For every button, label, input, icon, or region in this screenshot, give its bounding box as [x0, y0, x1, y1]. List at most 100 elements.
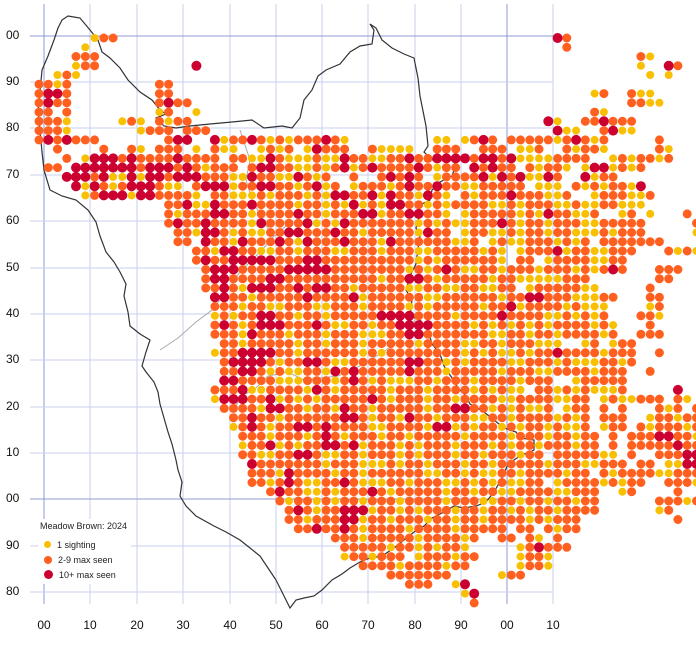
sighting-dot	[340, 348, 350, 358]
sighting-dot	[451, 580, 460, 589]
sighting-dot	[219, 172, 229, 182]
legend-label: 10+ max seen	[59, 569, 116, 580]
sighting-dot	[256, 366, 266, 376]
sighting-dot	[210, 190, 220, 200]
sighting-dot	[498, 348, 506, 357]
sighting-dot	[191, 246, 201, 256]
sighting-dot	[543, 329, 553, 339]
sighting-dot	[432, 311, 442, 321]
sighting-dot	[691, 459, 696, 469]
sighting-dot	[553, 431, 563, 441]
sighting-dot	[469, 218, 479, 228]
sighting-dot	[321, 320, 331, 330]
sighting-dot	[219, 181, 230, 192]
sighting-dot	[479, 515, 488, 524]
sighting-dot	[572, 358, 581, 367]
sighting-dot	[423, 209, 433, 219]
sighting-dot	[396, 413, 405, 422]
sighting-dot	[339, 477, 350, 488]
sighting-dot	[368, 154, 377, 163]
sighting-dot	[441, 329, 451, 339]
sighting-dot	[498, 422, 506, 431]
sighting-dot	[275, 228, 285, 237]
sighting-dot	[284, 385, 294, 395]
sighting-dot	[534, 376, 544, 386]
sighting-dot	[590, 367, 599, 376]
sighting-dot	[414, 441, 423, 450]
sighting-dot	[414, 570, 424, 580]
sighting-dot	[580, 144, 590, 154]
sighting-dot	[535, 172, 543, 181]
sighting-dot	[330, 524, 340, 534]
sighting-dot	[450, 153, 461, 164]
sighting-dot	[265, 320, 276, 331]
sighting-dot	[71, 181, 81, 192]
sighting-dot	[506, 190, 517, 201]
sighting-dot	[229, 228, 238, 237]
sighting-dot	[469, 468, 479, 478]
sighting-dot	[525, 431, 535, 441]
sighting-dot	[423, 385, 432, 394]
sighting-dot	[293, 264, 304, 275]
sighting-dot	[451, 450, 460, 459]
sighting-dot	[330, 144, 340, 154]
sighting-dot	[275, 163, 285, 173]
sighting-dot	[303, 496, 312, 506]
sighting-dot	[210, 247, 219, 255]
sighting-dot	[479, 497, 488, 505]
sighting-dot	[544, 422, 553, 431]
sighting-dot	[405, 284, 414, 292]
sighting-dot	[219, 228, 229, 237]
sighting-dot	[609, 339, 618, 348]
sighting-dot	[608, 292, 618, 302]
sighting-dot	[553, 496, 563, 506]
sighting-dot	[497, 144, 507, 154]
sighting-dot	[562, 515, 572, 524]
sighting-dot	[238, 403, 248, 413]
sighting-dot	[479, 487, 488, 497]
sighting-dot	[469, 348, 479, 358]
sighting-dot	[209, 273, 220, 284]
sighting-dot	[461, 348, 469, 357]
sighting-dot	[359, 478, 368, 487]
sighting-dot	[553, 358, 562, 367]
sighting-dot	[348, 199, 359, 210]
sighting-dot	[432, 339, 442, 349]
sighting-dot	[266, 265, 275, 274]
sighting-dot	[256, 135, 266, 145]
sighting-dot	[247, 274, 257, 284]
sighting-dot	[506, 339, 516, 349]
sighting-dot	[534, 394, 544, 404]
sighting-dot	[358, 366, 368, 376]
sighting-dot	[229, 292, 238, 302]
sighting-dot	[367, 274, 377, 284]
sighting-dot	[367, 302, 377, 311]
sighting-dot	[339, 162, 350, 173]
sighting-dot	[312, 311, 322, 321]
sighting-dot	[534, 542, 544, 553]
sighting-dot	[673, 450, 683, 460]
sighting-dot	[571, 329, 581, 339]
sighting-dot	[340, 135, 349, 144]
sighting-dot	[404, 255, 414, 265]
sighting-dot	[646, 209, 655, 218]
sighting-dot	[293, 208, 304, 219]
sighting-dot	[256, 320, 267, 331]
sighting-dot	[404, 292, 414, 302]
sighting-dot	[553, 542, 563, 552]
sighting-dot	[506, 533, 516, 543]
sighting-dot	[543, 394, 553, 404]
sighting-dot	[368, 413, 377, 422]
sighting-dot	[543, 385, 553, 395]
sighting-dot	[654, 265, 664, 274]
sighting-dot	[516, 570, 525, 580]
sighting-dot	[441, 431, 451, 441]
sighting-dot	[349, 394, 359, 404]
sighting-dot	[275, 190, 285, 200]
sighting-dot	[646, 413, 655, 422]
sighting-dot	[377, 385, 387, 395]
sighting-dot	[256, 265, 266, 274]
sighting-dot	[349, 209, 359, 219]
sighting-dot	[413, 208, 424, 219]
sighting-dot	[691, 449, 696, 460]
